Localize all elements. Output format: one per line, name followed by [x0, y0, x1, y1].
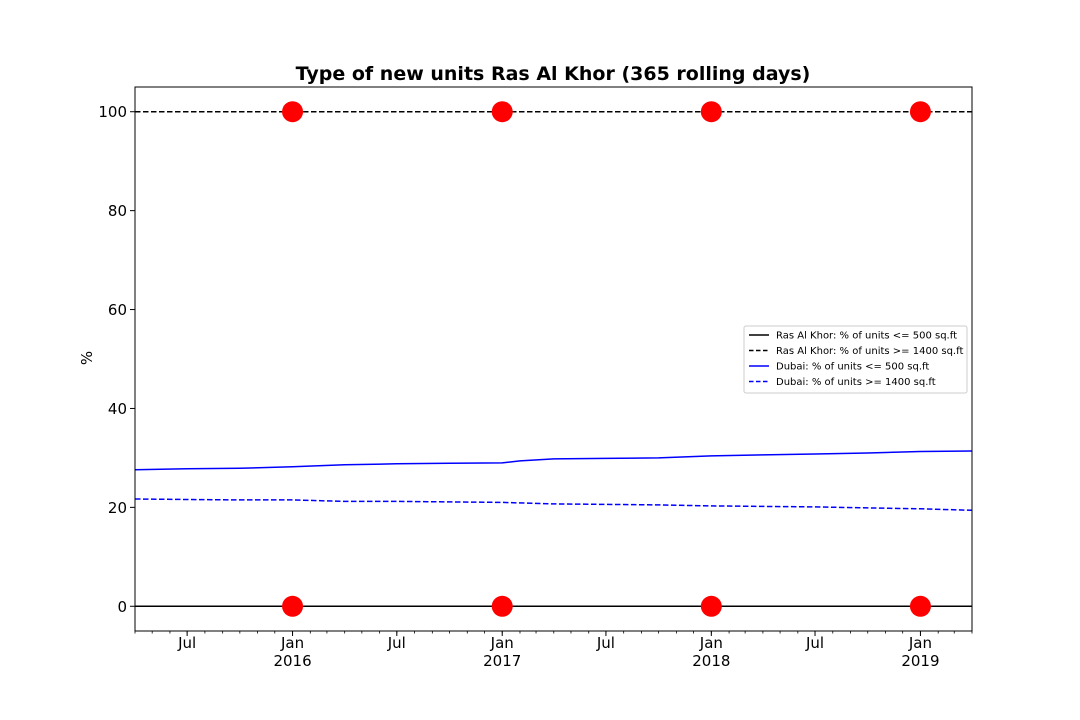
- x-tick-year-label: 2017: [483, 652, 521, 670]
- legend: Ras Al Khor: % of units <= 500 sq.ft Ras …: [743, 325, 968, 394]
- x-tick-year-label: 2018: [692, 652, 730, 670]
- y-tick-label: 0: [117, 598, 127, 616]
- legend-entry-label: Dubai: % of units <= 500 sq.ft: [776, 362, 929, 373]
- scatter-point: [491, 595, 513, 617]
- x-tick-label: Jul: [805, 634, 824, 652]
- x-tick-year-label: 2019: [901, 652, 939, 670]
- scatter-point: [282, 595, 304, 617]
- x-tick-label: Jan: [280, 634, 304, 652]
- legend-entry-label: Ras Al Khor: % of units >= 1400 sq.ft: [776, 346, 963, 357]
- x-tick-label: Jul: [387, 634, 406, 652]
- x-tick-label: Jul: [596, 634, 615, 652]
- legend-entry-label: Dubai: % of units >= 1400 sq.ft: [776, 377, 936, 388]
- scatter-point: [700, 101, 722, 123]
- y-tick-label: 20: [108, 499, 127, 517]
- legend-box: [743, 325, 968, 394]
- y-tick-label: 80: [108, 202, 127, 220]
- scatter-point: [700, 595, 722, 617]
- x-tick-label: Jul: [177, 634, 196, 652]
- scatter-point: [491, 101, 513, 123]
- y-axis-label: %: [78, 351, 96, 365]
- chart-title: Type of new units Ras Al Khor (365 rolli…: [296, 63, 811, 85]
- series-line-4: [134, 498, 973, 512]
- y-tick-label: 40: [108, 400, 127, 418]
- scatter-point: [909, 101, 931, 123]
- x-tick-label: Jan: [490, 634, 514, 652]
- legend-entry-label: Ras Al Khor: % of units <= 500 sq.ft: [776, 331, 957, 342]
- series-line-3: [134, 450, 973, 471]
- x-tick-label: Jan: [908, 634, 932, 652]
- x-tick-label: Jan: [699, 634, 723, 652]
- scatter-point: [282, 101, 304, 123]
- y-tick-label: 100: [98, 103, 127, 121]
- x-tick-year-label: 2016: [273, 652, 311, 670]
- scatter-point: [909, 595, 931, 617]
- y-tick-label: 60: [108, 301, 127, 319]
